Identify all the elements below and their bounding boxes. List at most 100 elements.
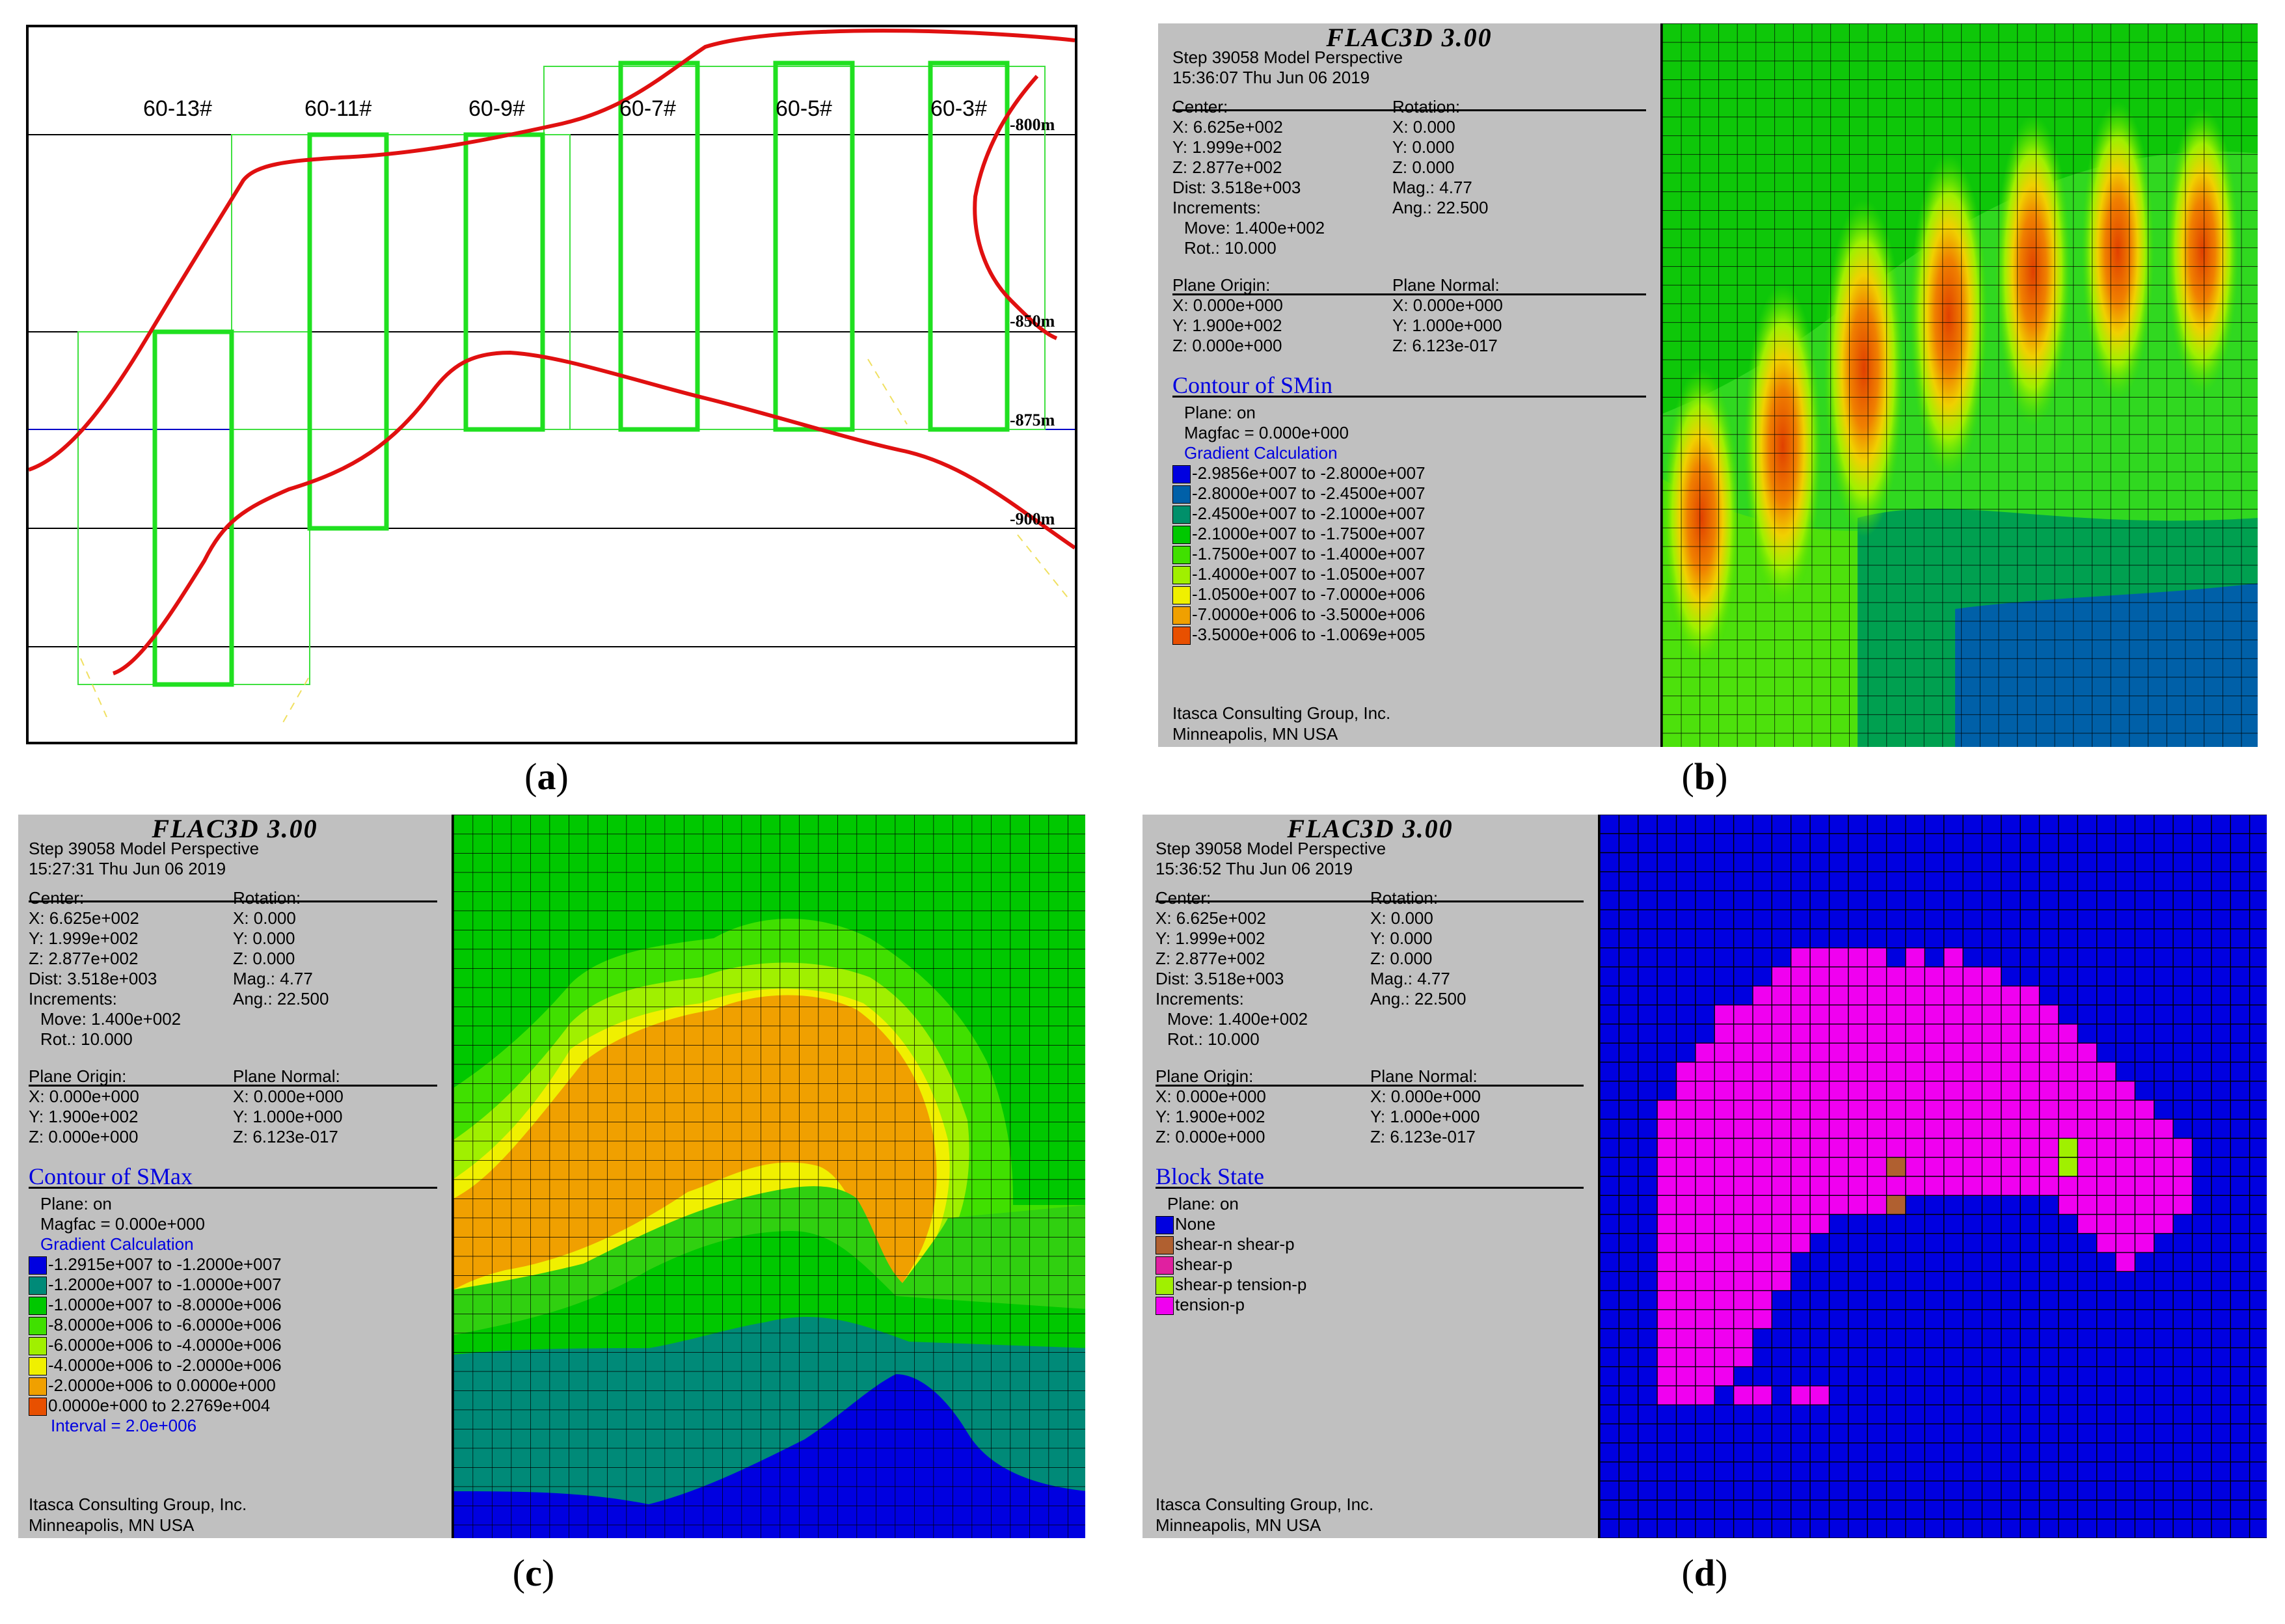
legend-swatch: [1156, 1256, 1174, 1275]
thin-outline-lower: [77, 331, 310, 685]
caption-c: (c): [512, 1552, 555, 1594]
zone-cell: [1714, 1081, 1734, 1100]
zone-cell: [2020, 1005, 2040, 1024]
zone-cell: [1905, 1023, 1925, 1044]
zone-cell: [2096, 1157, 2116, 1176]
zone-cell: [2020, 986, 2040, 1005]
zone-cell: [1963, 1043, 1982, 1062]
divider: [29, 1085, 437, 1087]
zone-cell: [1886, 1081, 1906, 1100]
center-y: Y: 1.999e+002: [1172, 137, 1282, 157]
zone-cell: [2020, 1043, 2040, 1062]
zone-cell: [1714, 1062, 1734, 1081]
zone-cell: [1676, 1157, 1696, 1176]
center-y: Y: 1.999e+002: [1156, 928, 1265, 948]
center-x: X: 6.625e+002: [1172, 117, 1283, 137]
rotation-label: Rotation:: [1370, 888, 1439, 908]
plane-on: Plane: on: [1167, 1194, 1239, 1213]
zone-cell: [2001, 1062, 2021, 1081]
zone-cell: [2058, 1062, 2078, 1081]
zone-cell: [1867, 1119, 1887, 1139]
zone-cell: [1982, 1081, 2001, 1100]
legend-label: -2.4500e+007 to -2.1000e+007: [1192, 504, 1426, 523]
zone-cell: [2058, 1195, 2078, 1215]
legend-item: -8.0000e+006 to -6.0000e+006: [18, 1315, 452, 1335]
zone-cell: [1714, 1271, 1734, 1291]
zone-cell: [1848, 1138, 1868, 1157]
zone-cell: [1886, 1138, 1906, 1157]
zone-cell: [1982, 1176, 2001, 1196]
zone-cell: [1810, 1385, 1830, 1405]
zone-cell: [1753, 1176, 1772, 1196]
zone-cell: [2058, 1023, 2078, 1044]
zone-cell: [2077, 1062, 2097, 1081]
zone-cell: [1772, 1233, 1791, 1253]
rotation-x: X: 0.000: [1370, 908, 1433, 928]
zone-cell: [1733, 1271, 1753, 1291]
gradient-calculation: Gradient Calculation: [1184, 443, 1338, 463]
zone-cell: [1829, 1062, 1848, 1081]
legend-item: shear-p: [1142, 1254, 1598, 1275]
zone-cell: [1753, 1271, 1772, 1291]
plane-normal-x: X: 0.000e+000: [1392, 295, 1503, 315]
zone-cell: [1753, 1138, 1772, 1157]
zone-cell: [1867, 967, 1887, 986]
zone-cell: [1714, 1043, 1734, 1062]
zone-cell: [1714, 1119, 1734, 1139]
legend-item: -1.0500e+007 to -7.0000e+006: [1158, 584, 1660, 604]
zone-cell: [1925, 1157, 1944, 1176]
caption-d: (d): [1681, 1552, 1728, 1594]
zone-cell: [1695, 1043, 1715, 1062]
zone-cell: [1925, 1119, 1944, 1139]
zone-cell: [1867, 947, 1887, 968]
zone-cell: [2001, 1100, 2021, 1120]
legend-swatch: [1172, 586, 1191, 604]
zone-cell: [2116, 1138, 2135, 1157]
zone-cell: [1829, 986, 1848, 1005]
zone-cell: [1829, 1195, 1848, 1215]
zone-cell: [1676, 1119, 1696, 1139]
legend-swatch: [1172, 526, 1191, 544]
center-z: Z: 2.877e+002: [1172, 157, 1282, 177]
zone-cell: [1867, 1100, 1887, 1120]
rotation-y: Y: 0.000: [1370, 928, 1433, 948]
zone-cell: [1714, 1005, 1734, 1024]
zone-cell: [1943, 1005, 1964, 1024]
legend-c: -1.2915e+007 to -1.2000e+007 -1.2000e+007…: [18, 1254, 452, 1416]
legend-swatch: [1172, 485, 1191, 504]
zone-cell: [1753, 1214, 1772, 1234]
center-label: Center:: [1172, 97, 1228, 116]
legend-label: -1.0000e+007 to -8.0000e+006: [48, 1295, 282, 1314]
zone-cell: [1886, 1043, 1906, 1062]
zone-cell: [1810, 1214, 1830, 1234]
zone-cell: [2154, 1195, 2174, 1215]
zone-cell: [1772, 1023, 1791, 1044]
zone-cell: [1925, 967, 1944, 986]
interval: Interval = 2.0e+006: [51, 1416, 197, 1435]
legend-swatch: [1172, 606, 1191, 625]
ang: Ang.: 22.500: [233, 989, 329, 1008]
zone-cell: [1714, 1309, 1734, 1329]
center-z: Z: 2.877e+002: [1156, 949, 1265, 968]
zone-cell: [1695, 1138, 1715, 1157]
zone-cell: [2173, 1195, 2193, 1215]
zone-cell: [1848, 1100, 1868, 1120]
plot-c: [452, 815, 1085, 1538]
zone-cell: [2058, 1176, 2078, 1196]
timestamp: 15:36:52 Thu Jun 06 2019: [1156, 859, 1353, 878]
plane-normal-label: Plane Normal:: [233, 1066, 340, 1086]
zone-cell: [2058, 1119, 2078, 1139]
legend-swatch: [1156, 1297, 1174, 1315]
app-title: FLAC3D 3.00: [1326, 23, 1493, 52]
zone-cell: [1943, 1100, 1964, 1120]
level-label: -800m: [1010, 115, 1055, 134]
zone-cell: [1810, 1176, 1830, 1196]
zone-cell: [1695, 1214, 1715, 1234]
rotation-y: Y: 0.000: [1392, 137, 1455, 157]
rot: Rot.: 10.000: [1167, 1029, 1260, 1049]
rot: Rot.: 10.000: [40, 1029, 133, 1049]
zone-cell: [1925, 1062, 1944, 1081]
legend-swatch: [29, 1398, 47, 1416]
legend-item: -4.0000e+006 to -2.0000e+006: [18, 1355, 452, 1375]
legend-label: shear-n shear-p: [1175, 1234, 1295, 1254]
